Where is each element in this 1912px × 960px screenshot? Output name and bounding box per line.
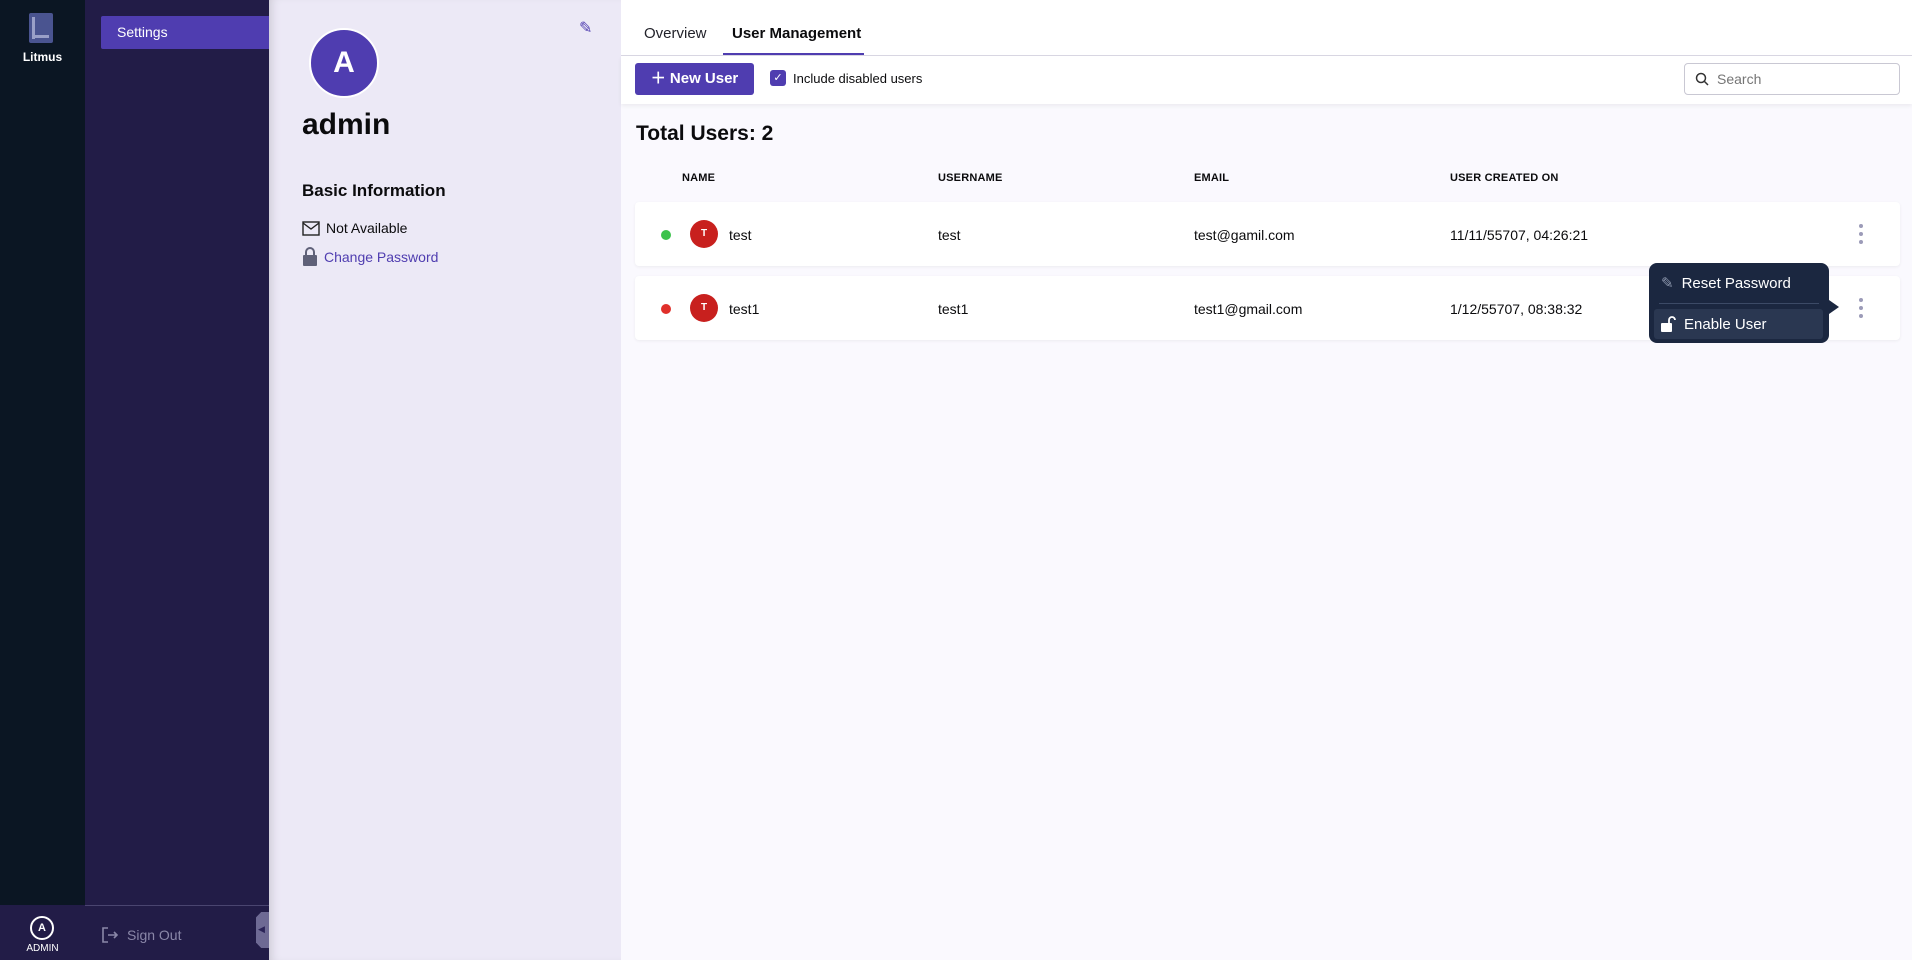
search-input[interactable] [1717,71,1887,87]
toolbar: ＋ New User ✓ Include disabled users [621,56,1912,104]
cell-created: 11/11/55707, 04:26:21 [1450,227,1589,243]
new-user-label: New User [669,70,739,87]
user-avatar: T [690,294,718,322]
profile-name: admin [302,108,391,141]
status-dot-active [661,230,671,240]
include-disabled-label[interactable]: Include disabled users [793,71,923,86]
app-rail: Litmus [0,0,85,960]
cell-name: test1 [729,301,760,317]
pencil-icon: ✎ [1661,275,1674,292]
menu-item-enable-user[interactable]: Enable User [1654,309,1823,339]
cell-email: test@gamil.com [1194,227,1295,243]
more-options-icon[interactable] [1858,298,1864,318]
email-value: Not Available [326,220,408,236]
profile-panel: ✎ A admin Basic Information Not Availabl… [269,0,621,960]
profile-avatar: A [309,28,379,98]
row-options-menu: ✎ Reset Password Enable User [1649,263,1839,343]
unlock-icon [1661,316,1676,332]
caret-left-icon: ◀ [258,924,265,934]
new-user-button[interactable]: ＋ New User [635,63,754,95]
column-header-created: USER CREATED ON [1450,172,1559,184]
email-info: Not Available [302,220,407,236]
cell-email: test1@gmail.com [1194,301,1303,317]
total-users: Total Users: 2 [636,122,774,145]
active-tab-indicator [723,53,864,55]
menu-divider [1659,303,1819,304]
lock-icon [303,247,317,266]
table-row: T test test test@gamil.com 11/11/55707, … [635,202,1900,266]
divider [85,905,269,906]
mail-icon [302,220,320,236]
user-avatar: T [690,220,718,248]
sidebar-item-settings[interactable]: Settings [101,16,269,49]
menu-item-label: Enable User [1684,315,1767,333]
more-options-icon[interactable] [1858,224,1864,244]
change-password-label[interactable]: Change Password [324,248,439,265]
column-header-username: USERNAME [938,172,1003,184]
user-avatar[interactable]: A [30,916,54,940]
change-password-link[interactable]: Change Password [302,247,438,266]
user-label: ADMIN [26,943,59,954]
column-header-email: EMAIL [1194,172,1230,184]
search-icon [1695,72,1709,86]
sign-out-button[interactable]: Sign Out [101,926,181,944]
sidebar: Settings Sign Out ◀ [85,0,269,960]
cell-created: 1/12/55707, 08:38:32 [1450,301,1583,317]
cell-username: test [938,227,961,243]
menu-item-reset-password[interactable]: ✎ Reset Password [1654,268,1823,298]
menu-item-label: Reset Password [1681,274,1791,292]
search-field[interactable] [1684,63,1900,95]
litmus-logo-icon[interactable] [29,13,53,43]
sign-out-icon [102,927,119,943]
tab-bar: Overview User Management [621,0,1912,56]
logo-text: Litmus [22,50,63,64]
status-dot-disabled [661,304,671,314]
tab-user-management[interactable]: User Management [732,25,862,42]
sign-out-label: Sign Out [127,927,182,943]
cell-username: test1 [938,301,969,317]
plus-icon: ＋ [650,70,666,87]
column-header-name: NAME [682,172,716,184]
collapse-sidebar-button[interactable]: ◀ [256,912,269,948]
tab-overview[interactable]: Overview [644,25,707,42]
cell-name: test [729,227,752,243]
edit-profile-icon[interactable]: ✎ [579,20,593,37]
main-content: Overview User Management ＋ New User ✓ In… [621,0,1912,960]
include-disabled-checkbox[interactable]: ✓ [770,70,786,86]
section-title: Basic Information [302,181,446,200]
